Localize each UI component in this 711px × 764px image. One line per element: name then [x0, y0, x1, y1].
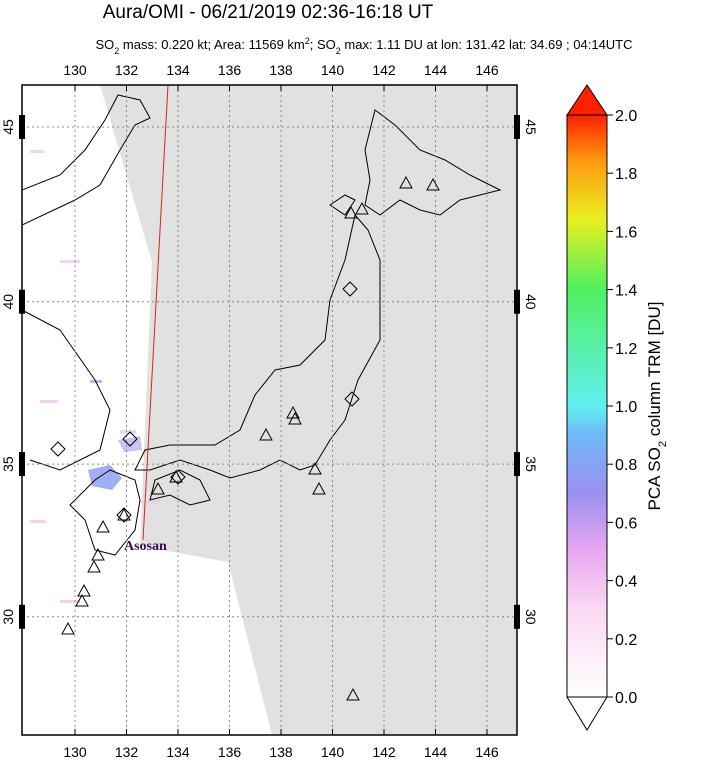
lon-tick-label: 142 — [372, 744, 396, 759]
map-frame — [21, 84, 518, 736]
title: Aura/OMI - 06/21/2019 02:36-16:18 UT — [103, 2, 434, 23]
lon-tick-label: 134 — [166, 744, 190, 759]
colorbar-extend-low — [566, 696, 608, 731]
lat-tick-label: 30 — [523, 609, 539, 625]
colorbar-tick-label: 2.0 — [615, 108, 637, 125]
subtitle-part: mass: 0.220 kt; Area: 11569 km — [119, 37, 304, 52]
colorbar-tick-label: 1.2 — [615, 341, 637, 358]
swath-edge — [142, 85, 169, 541]
lat-tick-label: 35 — [0, 456, 16, 472]
lon-tick-label: 136 — [218, 62, 242, 78]
lon-tick-label: 130 — [63, 744, 87, 759]
tick-mark — [19, 115, 25, 139]
grid — [22, 85, 517, 735]
lon-tick-label: 144 — [424, 744, 448, 759]
lon-tick-label: 146 — [475, 62, 499, 78]
lon-tick-label: 142 — [372, 62, 396, 78]
lat-tick-label: 45 — [0, 119, 16, 135]
colorbar-extend-high — [566, 84, 608, 116]
tick-mark — [514, 115, 520, 139]
tick-mark — [514, 604, 520, 629]
lon-tick-label: 138 — [269, 62, 293, 78]
lon-tick-label: 140 — [321, 62, 345, 78]
subtitle: SO2 mass: 0.220 kt; Area: 11569 km2; SO2… — [95, 36, 632, 56]
lon-tick-label: 134 — [166, 62, 190, 78]
tick-mark — [19, 289, 25, 314]
subtitle-part: max: 1.11 DU at lon: 131.42 lat: 34.69 ;… — [341, 37, 633, 52]
lon-tick-label: 132 — [115, 62, 139, 78]
subtitle-part: 2 — [114, 46, 119, 56]
subtitle-part: ; SO — [310, 37, 336, 52]
tick-mark — [514, 452, 520, 477]
colorbar-tick-label: 0.6 — [615, 515, 637, 532]
lon-tick-label: 132 — [115, 744, 139, 759]
colorbar-tick-label: 1.0 — [615, 399, 637, 416]
colorbar-tick-label: 0.0 — [615, 690, 637, 707]
tick-mark — [19, 604, 25, 629]
colorbar-label: PCA SO2 column TRM [DU] — [645, 302, 669, 511]
colorbar-tick-label: 1.6 — [615, 224, 637, 241]
lon-tick-label: 130 — [63, 62, 87, 78]
colorbar-tick-label: 0.2 — [615, 632, 637, 649]
volcanoes — [50, 175, 440, 701]
colorbar-label-part: PCA SO — [645, 447, 664, 510]
lon-tick-label: 144 — [424, 62, 448, 78]
colorbar-tick-label: 1.4 — [615, 283, 637, 300]
lon-tick-label: 140 — [321, 744, 345, 759]
subtitle-part: 2 — [336, 46, 341, 56]
no-data-area — [100, 85, 517, 735]
colorbar-ticks: 0.0 0.2 0.4 0.6 0.8 1.0 1.2 1.4 1.6 1.8 2.0 — [607, 108, 637, 707]
colorbar — [566, 114, 608, 698]
lat-tick-label: 45 — [523, 119, 539, 135]
colorbar-tick-label: 0.4 — [615, 574, 637, 591]
map-ticks: 130 130 132 132 134 134 136 136 138 138 140 140 142 1… — [0, 62, 539, 760]
lon-tick-label: 146 — [475, 744, 499, 759]
lat-tick-label: 40 — [523, 294, 539, 310]
lat-tick-label: 35 — [523, 456, 539, 472]
tick-mark — [514, 289, 520, 314]
lat-tick-label: 40 — [0, 294, 16, 310]
volcano-label: Asosan — [124, 539, 167, 554]
lat-tick-label: 30 — [0, 609, 16, 625]
colorbar-tick-label: 0.8 — [615, 457, 637, 474]
lon-tick-label: 136 — [218, 744, 242, 759]
colorbar-label-part: column TRM [DU] — [645, 302, 664, 442]
lon-tick-label: 138 — [269, 744, 293, 759]
map: Asosan — [22, 85, 517, 735]
colorbar-tick-label: 1.8 — [615, 166, 637, 183]
tick-mark — [19, 452, 25, 477]
subtitle-part: SO — [95, 37, 114, 52]
colorbar-label-part: 2 — [657, 441, 669, 447]
subtitle-part: 2 — [305, 36, 310, 46]
